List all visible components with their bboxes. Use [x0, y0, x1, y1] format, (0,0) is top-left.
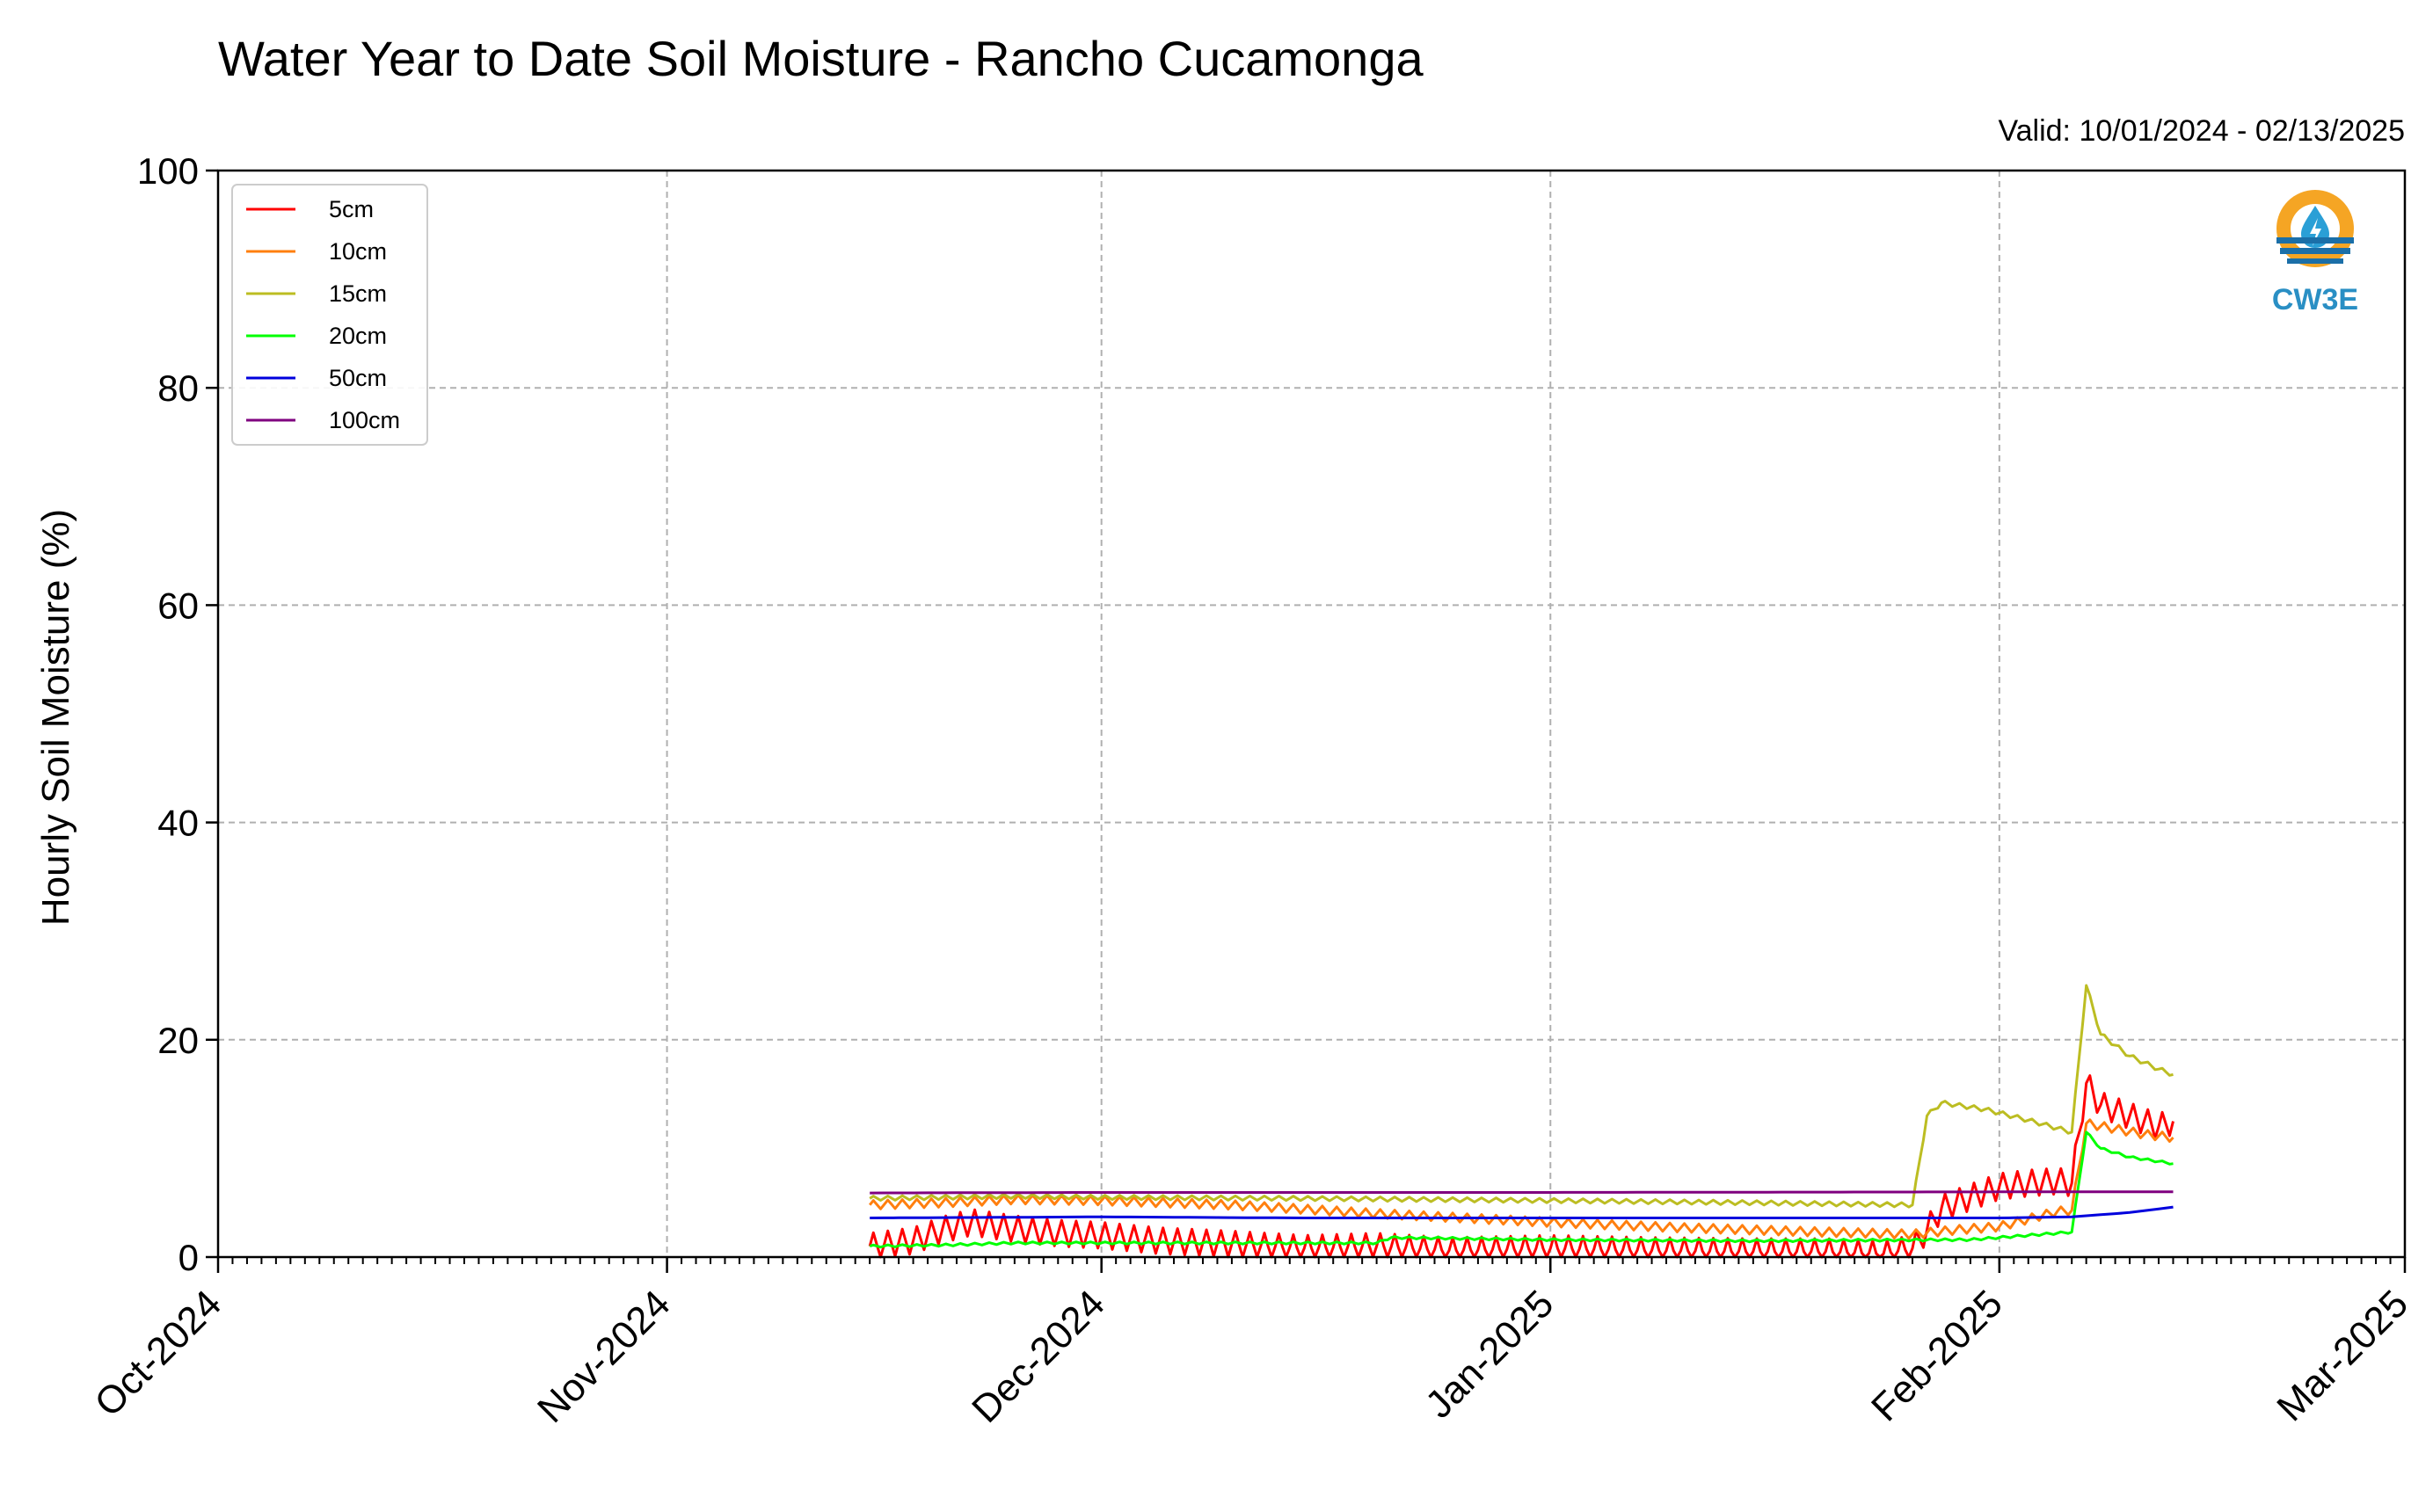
y-axis-label: Hourly Soil Moisture (%): [34, 509, 77, 926]
x-tick-label: Feb-2025: [1863, 1282, 2011, 1429]
legend-label-20cm: 20cm: [329, 323, 387, 349]
x-tick-label: Jan-2025: [1417, 1282, 1562, 1426]
series-line-20cm: [869, 1130, 2174, 1249]
logo-text: CW3E: [2272, 283, 2358, 316]
chart-subtitle: Valid: 10/01/2024 - 02/13/2025: [1998, 114, 2405, 148]
grid: [218, 171, 2405, 1257]
series-line-100cm: [870, 1190, 2174, 1195]
y-tick-label: 0: [178, 1237, 199, 1278]
logo-wave-1: [2276, 237, 2354, 244]
y-tick-label: 60: [157, 585, 199, 626]
logo-wave-3: [2287, 258, 2343, 264]
axes: [216, 169, 2407, 1259]
legend-box: [231, 184, 428, 446]
series-line-5cm: [868, 1074, 2174, 1259]
x-tick-label: Mar-2025: [2269, 1282, 2416, 1429]
series-lines: [868, 984, 2174, 1259]
logo-wave-2: [2280, 248, 2350, 254]
series-line-10cm: [869, 1118, 2174, 1240]
y-tick-label: 80: [157, 367, 199, 409]
y-tick-label: 40: [157, 803, 199, 844]
legend: 5cm 10cm 15cm 20cm 50cm 100cm: [231, 184, 428, 446]
x-ticks: Oct-2024 Nov-2024 Dec-2024 Jan-2025 Feb-2025…: [86, 1257, 2416, 1431]
series-line-15cm: [869, 984, 2174, 1209]
legend-label-5cm: 5cm: [329, 196, 374, 222]
legend-label-15cm: 15cm: [329, 280, 387, 307]
legend-label-50cm: 50cm: [329, 365, 387, 391]
y-tick-label: 20: [157, 1020, 199, 1061]
y-tick-label: 100: [137, 150, 199, 192]
chart-title: Water Year to Date Soil Moisture - Ranch…: [218, 31, 1424, 86]
cw3e-logo: CW3E: [2272, 190, 2358, 316]
x-tick-label: Oct-2024: [86, 1282, 229, 1425]
y-ticks: 0 20 40 60 80 100: [137, 150, 218, 1278]
legend-label-100cm: 100cm: [329, 407, 400, 433]
lightning-icon: [2310, 218, 2321, 246]
x-tick-label: Nov-2024: [529, 1282, 679, 1431]
x-tick-label: Dec-2024: [964, 1282, 1113, 1431]
series-line-50cm: [870, 1205, 2174, 1219]
legend-label-10cm: 10cm: [329, 238, 387, 265]
plot-frame: [216, 169, 2407, 1259]
